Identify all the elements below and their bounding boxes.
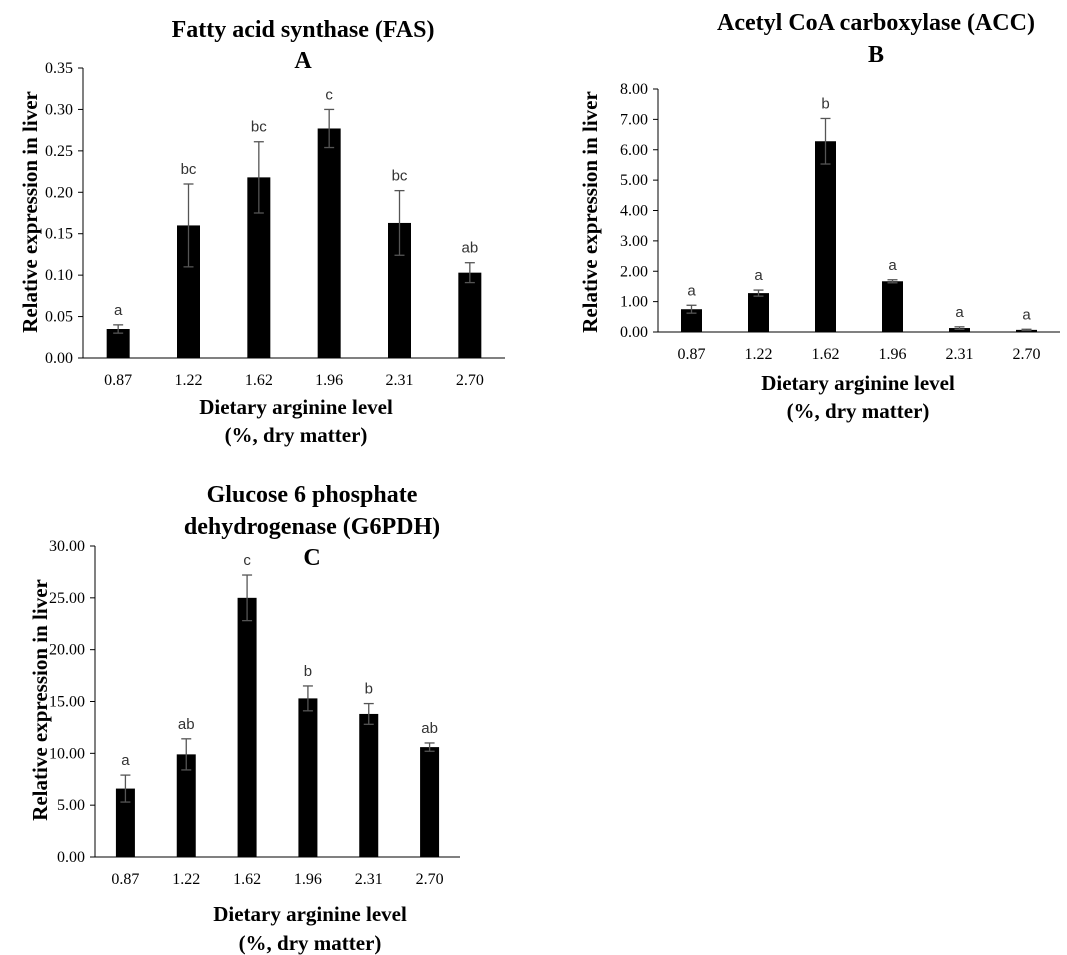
chart-C-significance-letter: c [243,552,251,569]
chart-C-title-line-2: dehydrogenase (G6PDH) [184,514,440,540]
chart-B-panel-label: B [868,42,884,68]
chart-B: Acetyl CoA carboxylase (ACC) B 0.00 1.00 2.0… [578,10,1060,423]
chart-B-y-tick-label: 7.00 [620,111,648,128]
chart-A-y-tick-label: 0.25 [45,143,73,160]
chart-B-y-axis-label: Relative expression in liver [578,91,602,333]
chart-A: Fatty acid synthase (FAS) A 0.00 0.05 0.10 0.… [18,17,505,447]
chart-A-bar [106,329,130,358]
chart-B-y-tick-label: 0.00 [620,324,648,341]
chart-A-x-tick-label: 2.31 [386,372,414,389]
chart-B-bar [815,141,836,332]
chart-B-bar [681,309,702,332]
chart-B-x-tick-label: 1.96 [879,346,907,363]
chart-A-significance-letter: bc [392,168,408,185]
chart-C-bar [420,747,440,857]
chart-A-bar [317,128,341,358]
chart-C-y-tick-label: 10.00 [49,745,85,762]
chart-C-significance-letter: b [365,681,373,698]
chart-B-y-tick-label: 3.00 [620,233,648,250]
chart-A-bar [177,225,200,358]
chart-C-significance-letter: a [121,752,130,769]
chart-B-x-tick-label: 1.62 [812,346,840,363]
chart-C: Glucose 6 phosphate dehydrogenase (G6PDH)… [28,482,460,955]
chart-A-y-tick-label: 0.00 [45,350,73,367]
chart-A-significance-letter: bc [181,161,197,178]
chart-C-y-axis-label: Relative expression in liver [28,579,52,821]
chart-C-y-tick-label: 0.00 [57,849,85,866]
chart-C-title-line-1: Glucose 6 phosphate [207,482,418,508]
chart-B-x-tick-label: 2.70 [1013,346,1041,363]
chart-A-y-axis-label: Relative expression in liver [18,91,42,333]
chart-A-significance-letter: bc [251,119,267,136]
chart-B-bar [882,281,903,332]
chart-A-panel-label: A [294,48,312,74]
chart-A-y-tick-label: 0.10 [45,267,73,284]
chart-C-panel-label: C [303,545,320,571]
chart-B-y-tick-label: 6.00 [620,142,648,159]
chart-C-y-tick-label: 25.00 [49,590,85,607]
chart-C-bar [298,698,318,857]
chart-A-x-tick-label: 1.96 [315,372,343,389]
chart-B-significance-letter: a [955,304,964,321]
chart-B-y-tick-label: 1.00 [620,294,648,311]
chart-A-x-axis-label-line-2: (%, dry matter) [225,423,368,447]
chart-C-x-axis-label-line-2: (%, dry matter) [239,931,382,955]
chart-C-significance-letter: ab [421,720,438,737]
chart-B-bar [748,293,769,332]
chart-C-significance-letter: b [304,663,312,680]
chart-A-y-tick-label: 0.35 [45,60,73,77]
chart-A-y-tick-label: 0.30 [45,101,73,118]
chart-B-significance-letter: a [754,267,763,284]
chart-C-x-tick-label: 1.22 [172,871,200,888]
chart-C-y-tick-label: 15.00 [49,694,85,711]
chart-B-x-tick-label: 1.22 [745,346,773,363]
chart-B-y-tick-label: 8.00 [620,81,648,98]
chart-A-x-tick-label: 1.62 [245,372,273,389]
chart-B-significance-letter: a [687,282,696,299]
chart-A-significance-letter: c [325,86,333,103]
chart-C-bar [237,597,257,857]
chart-C-x-tick-label: 2.31 [355,871,383,888]
chart-B-significance-letter: a [888,257,897,274]
chart-A-y-tick-label: 0.15 [45,226,73,243]
chart-A-y-tick-label: 0.20 [45,184,73,201]
chart-B-x-axis-label-line-2: (%, dry matter) [787,399,930,423]
chart-A-bar [458,272,482,358]
chart-A-x-tick-label: 1.22 [175,372,203,389]
chart-B-x-tick-label: 0.87 [678,346,706,363]
chart-A-x-tick-label: 0.87 [104,372,132,389]
chart-C-significance-letter: ab [178,716,195,733]
chart-B-y-tick-label: 4.00 [620,203,648,220]
chart-C-y-tick-label: 30.00 [49,538,85,555]
chart-A-title: Fatty acid synthase (FAS) [172,17,435,43]
chart-C-x-tick-label: 1.62 [233,871,261,888]
chart-A-bar [247,177,271,358]
chart-A-bar [388,222,411,358]
chart-C-y-tick-label: 20.00 [49,642,85,659]
chart-B-y-tick-label: 2.00 [620,263,648,280]
chart-C-x-tick-label: 1.96 [294,871,322,888]
chart-C-y-tick-label: 5.00 [57,797,85,814]
chart-C-x-tick-label: 0.87 [111,871,139,888]
chart-C-bar [359,713,379,857]
chart-A-y-tick-label: 0.05 [45,309,73,326]
chart-A-significance-letter: a [114,302,123,319]
chart-B-x-axis-label-line-1: Dietary arginine level [761,371,955,395]
chart-C-bar [115,788,135,857]
chart-C-x-axis-label-line-1: Dietary arginine level [213,902,407,926]
chart-A-x-axis-label-line-1: Dietary arginine level [199,395,393,419]
chart-B-significance-letter: a [1022,306,1031,323]
chart-B-bar [949,328,970,332]
chart-B-x-tick-label: 2.31 [946,346,974,363]
chart-B-y-tick-label: 5.00 [620,172,648,189]
chart-B-significance-letter: b [821,95,829,112]
chart-C-bar [176,754,196,857]
chart-A-significance-letter: ab [461,240,478,257]
chart-C-x-tick-label: 2.70 [416,871,444,888]
chart-A-x-tick-label: 2.70 [456,372,484,389]
chart-B-title: Acetyl CoA carboxylase (ACC) [717,10,1035,36]
